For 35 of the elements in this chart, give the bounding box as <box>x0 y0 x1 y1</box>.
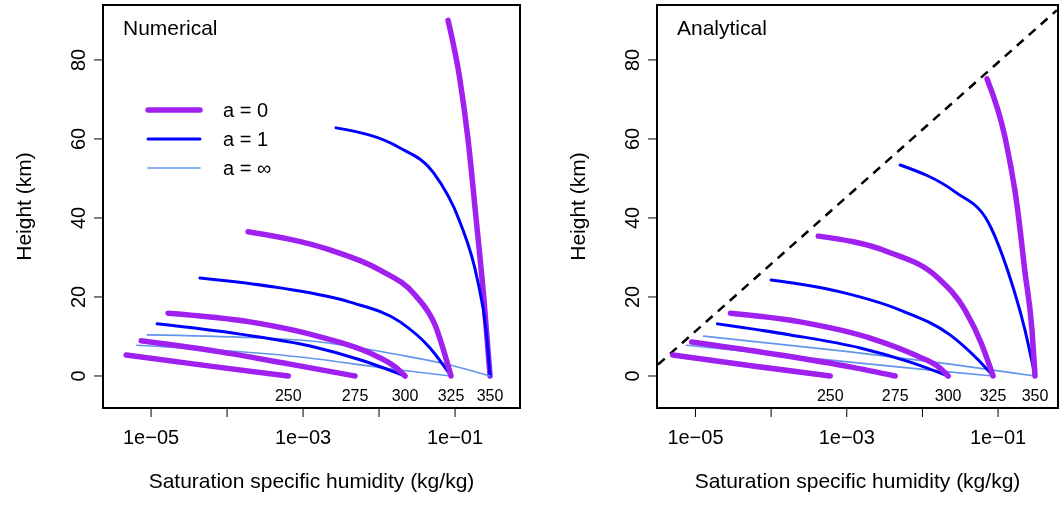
x-tick-label: 1e−01 <box>969 426 1027 448</box>
y-tick-label: 60 <box>621 127 643 151</box>
x-tick-label: 1e−05 <box>122 426 180 448</box>
y-tick-label: 40 <box>67 206 89 230</box>
annotation: 300 <box>934 387 962 404</box>
annotation: 350 <box>476 387 504 404</box>
y-axis-title: Height (km) <box>12 152 35 261</box>
x-tick-label: 1e−03 <box>274 426 332 448</box>
legend-label: a = 0 <box>223 99 269 121</box>
annotation: 325 <box>437 387 465 404</box>
legend-label: a = 1 <box>223 128 269 150</box>
x-axis-title: Saturation specific humidity (kg/kg) <box>694 469 1021 492</box>
y-tick-label: 40 <box>621 206 643 230</box>
annotation: 275 <box>341 387 369 404</box>
y-tick-label: 0 <box>621 370 643 382</box>
x-tick-label: 1e−03 <box>818 426 875 448</box>
y-tick-label: 80 <box>621 48 643 72</box>
annotation: 250 <box>274 387 302 404</box>
y-tick-label: 20 <box>621 285 643 309</box>
x-axis-title: Saturation specific humidity (kg/kg) <box>148 469 475 492</box>
annotation: 250 <box>816 387 844 404</box>
annotation: 325 <box>979 387 1007 404</box>
x-tick-label: 1e−05 <box>667 426 724 448</box>
annotation: 350 <box>1021 387 1049 404</box>
text: Analytical <box>677 16 767 39</box>
legend-label: a = ∞ <box>223 157 272 179</box>
y-tick-label: 20 <box>67 285 89 309</box>
y-axis-title: Height (km) <box>566 152 589 261</box>
y-tick-label: 0 <box>67 370 89 382</box>
x-tick-label: 1e−01 <box>426 426 484 448</box>
text: Numerical <box>123 16 218 39</box>
y-tick-label: 60 <box>67 127 89 151</box>
y-tick-label: 80 <box>67 48 89 72</box>
annotation: 300 <box>391 387 419 404</box>
annotation: 275 <box>881 387 909 404</box>
